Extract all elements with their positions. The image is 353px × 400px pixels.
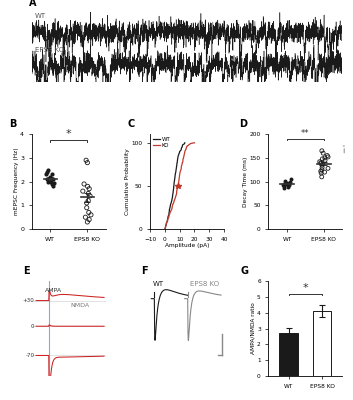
Point [318,170,324,176]
Text: A: A [29,0,36,8]
Point [282,178,288,184]
Point [322,157,328,164]
Point [84,160,90,166]
Bar [279,333,298,376]
Point [84,204,90,211]
Text: WT: WT [35,14,46,20]
Text: NMDA: NMDA [70,303,89,308]
Text: EPS8 KO: EPS8 KO [190,281,219,287]
Point [45,166,50,173]
Point [288,176,293,182]
Point [284,181,290,187]
Point [318,160,324,166]
Y-axis label: Cumulative Probability: Cumulative Probability [125,148,130,215]
Text: *: * [66,129,72,139]
Point [322,169,328,175]
Point [319,148,325,154]
Point [319,174,324,180]
Point [50,183,55,190]
Point [84,200,89,206]
Point [80,188,86,194]
Point [318,160,324,167]
Point [86,209,92,216]
Text: 0: 0 [31,324,34,329]
Point [324,152,330,159]
Text: +30: +30 [23,298,34,303]
Point [280,182,286,188]
Point [281,184,287,191]
Point [50,176,55,182]
Point [52,180,57,186]
Point [43,171,49,178]
Point [284,179,290,186]
X-axis label: Amplitude (pA): Amplitude (pA) [165,243,209,248]
Point [85,198,91,204]
Point [287,178,293,185]
Point [49,171,55,178]
Point [319,166,325,173]
Point [86,216,92,223]
Text: EPS8 KO: EPS8 KO [35,47,64,53]
Point [49,178,54,185]
Point [84,219,90,225]
Text: G: G [240,266,249,276]
Text: D: D [239,120,247,130]
Text: AMPA: AMPA [45,288,62,294]
Point [83,157,89,164]
Text: WT: WT [152,281,163,287]
Point [319,156,325,162]
Point [44,169,50,175]
Text: *: * [303,283,308,293]
Point [44,176,49,182]
Point [285,184,291,190]
Text: B: B [10,120,17,130]
Point [85,190,91,197]
Point [286,180,292,187]
Text: -70: -70 [25,353,34,358]
Point [318,168,324,174]
Point [287,182,292,189]
Point [85,183,90,190]
Point [319,162,325,168]
Y-axis label: AMPA/NMDA ratio: AMPA/NMDA ratio [251,303,256,354]
Point [320,150,326,156]
Text: E: E [23,266,30,276]
Point [325,165,331,172]
Point [283,181,289,188]
Point [281,183,287,190]
Point [81,181,87,187]
Point [282,181,287,187]
Point [325,154,331,160]
Y-axis label: Decay Time (ms): Decay Time (ms) [243,156,248,207]
Point [45,178,50,185]
Text: C: C [128,120,135,130]
Point [87,193,93,199]
Point [322,155,328,161]
Point [317,158,323,165]
Legend: WT, KO: WT, KO [153,137,170,148]
Point [83,214,88,220]
Bar [313,311,331,376]
Point [50,181,55,187]
Y-axis label: mEPSC Frequency (Hz): mEPSC Frequency (Hz) [14,148,19,216]
Point [47,174,53,180]
Point [88,212,94,218]
Point [319,164,325,170]
Point [86,186,92,192]
Text: **: ** [301,130,310,138]
Text: F: F [141,266,148,276]
